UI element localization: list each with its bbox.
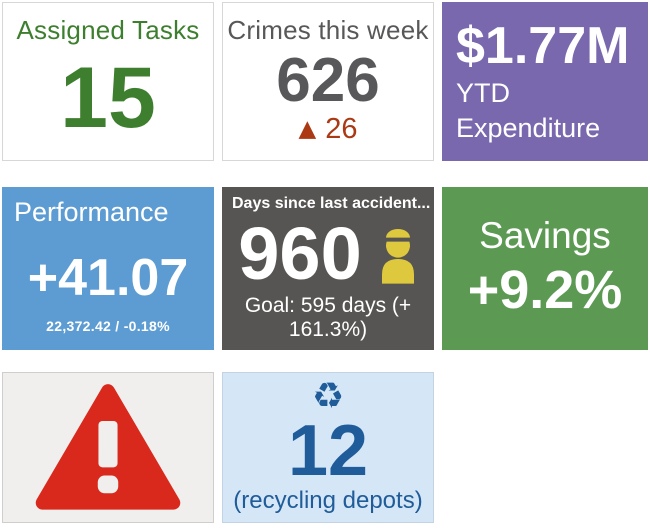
expenditure-card: $1.77M YTD Expenditure <box>442 2 648 161</box>
accident-days-center: 960 <box>222 213 434 294</box>
dashboard-row-2: Performance +41.07 22,372.42 / -0.18% Da… <box>2 187 648 350</box>
assigned-tasks-title: Assigned Tasks <box>16 15 200 45</box>
accident-days-title: Days since last accident... <box>232 195 431 212</box>
expenditure-label: YTD Expenditure <box>456 78 601 144</box>
performance-detail: 22,372.42 / -0.18% <box>46 318 170 334</box>
recycling-value: 12 <box>287 411 369 492</box>
worker-person-icon <box>378 217 418 290</box>
performance-title: Performance <box>14 197 169 227</box>
performance-card: Performance +41.07 22,372.42 / -0.18% <box>2 187 214 350</box>
savings-title: Savings <box>479 214 611 256</box>
crimes-value: 626 <box>276 45 380 115</box>
accident-days-value: 960 <box>238 211 362 295</box>
up-triangle-icon: ▲ <box>298 116 317 142</box>
accident-goal-text: Goal: 595 days (+ 161.3%) <box>244 294 412 341</box>
crimes-delta: ▲ 26 <box>223 115 433 144</box>
crimes-card: Crimes this week 626 ▲ 26 <box>222 2 434 161</box>
recycling-label: (recycling depots) <box>233 487 423 515</box>
savings-card: Savings +9.2% <box>442 187 648 350</box>
expenditure-value: $1.77M <box>456 16 630 75</box>
recycling-card: ♻ 12 (recycling depots) <box>222 372 434 523</box>
assigned-tasks-value: 15 <box>60 50 156 146</box>
warning-triangle-icon <box>33 380 183 516</box>
dashboard-row-3: ♻ 12 (recycling depots) <box>2 372 648 523</box>
recycle-icon: ♻ <box>311 376 345 417</box>
crimes-title: Crimes this week <box>227 15 429 45</box>
performance-value: +41.07 <box>27 249 189 307</box>
assigned-tasks-card: Assigned Tasks 15 <box>2 2 214 161</box>
savings-value: +9.2% <box>467 260 623 321</box>
alert-card <box>2 372 214 523</box>
dashboard-row-1: Assigned Tasks 15 Crimes this week 626 ▲… <box>2 2 648 161</box>
crimes-delta-value: 26 <box>325 113 358 145</box>
empty-grid-cell <box>442 372 648 523</box>
accident-days-card: Days since last accident... 960 Goal: 59… <box>222 187 434 350</box>
